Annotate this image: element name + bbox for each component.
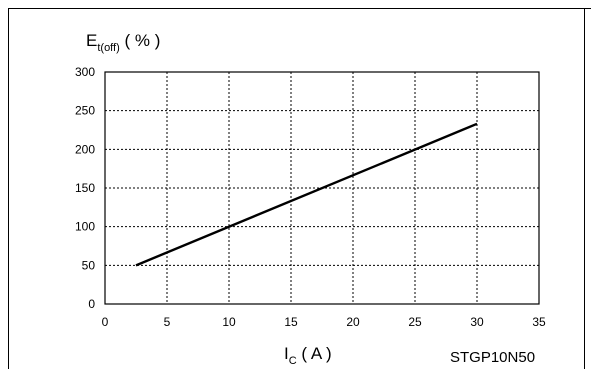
y-tick-label: 200: [75, 142, 95, 156]
x-tick-labels: 0 5 10 15 20 25 30 35: [102, 315, 546, 329]
grid: [105, 72, 539, 304]
series-line: [135, 122, 478, 267]
x-tick-label: 0: [102, 315, 109, 329]
plot-area-border: [104, 71, 540, 305]
x-axis-title-unit: ( A ): [297, 344, 332, 363]
x-axis-title: IC ( A ): [284, 344, 332, 367]
y-tick-label: 300: [75, 65, 95, 79]
x-axis-title-main: I: [284, 344, 289, 363]
series-layer: [135, 122, 478, 267]
y-tick-label: 100: [75, 220, 95, 234]
y-axis-title-unit: ( % ): [120, 31, 161, 50]
part-number-label: STGP10N50: [450, 349, 535, 366]
y-tick-label: 0: [88, 297, 95, 311]
x-tick-label: 35: [532, 315, 546, 329]
x-tick-label: 10: [222, 315, 236, 329]
x-tick-label: 15: [284, 315, 298, 329]
y-axis-title: Et(off) ( % ): [86, 31, 160, 54]
y-axis-title-sub: t(off): [97, 42, 119, 54]
x-tick-label: 5: [164, 315, 171, 329]
y-tick-label: 250: [75, 104, 95, 118]
x-tick-label: 20: [346, 315, 360, 329]
y-tick-label: 50: [82, 258, 96, 272]
x-tick-label: 30: [470, 315, 484, 329]
x-axis-title-sub: C: [289, 355, 297, 367]
y-tick-label: 150: [75, 181, 95, 195]
y-axis-title-main: E: [86, 31, 97, 50]
x-tick-label: 25: [408, 315, 422, 329]
y-tick-labels: 0 50 100 150 200 250 300: [75, 65, 95, 311]
